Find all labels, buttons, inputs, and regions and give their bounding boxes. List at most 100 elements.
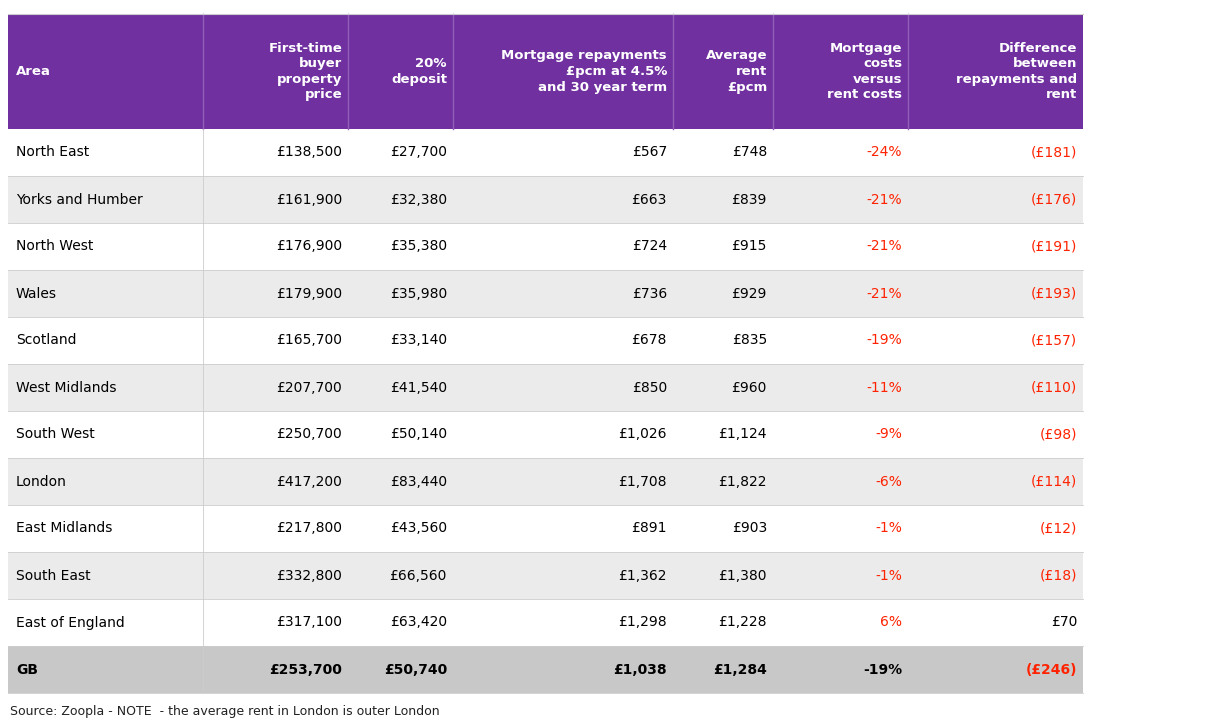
Text: £138,500: £138,500 bbox=[276, 146, 342, 160]
Text: £1,362: £1,362 bbox=[619, 568, 668, 583]
Bar bbox=[9, 599, 1083, 646]
Text: £839: £839 bbox=[732, 193, 767, 206]
Text: £1,822: £1,822 bbox=[719, 474, 767, 489]
Text: Difference
between
repayments and
rent: Difference between repayments and rent bbox=[956, 42, 1077, 101]
Text: £83,440: £83,440 bbox=[390, 474, 447, 489]
Text: (£110): (£110) bbox=[1031, 380, 1077, 394]
Text: £207,700: £207,700 bbox=[276, 380, 342, 394]
Text: £1,380: £1,380 bbox=[719, 568, 767, 583]
Bar bbox=[9, 270, 1083, 317]
Text: £161,900: £161,900 bbox=[276, 193, 342, 206]
Text: £35,980: £35,980 bbox=[390, 287, 447, 300]
Text: £1,038: £1,038 bbox=[613, 663, 668, 677]
Text: -1%: -1% bbox=[876, 521, 902, 536]
Text: £663: £663 bbox=[631, 193, 668, 206]
Text: £1,228: £1,228 bbox=[719, 615, 767, 630]
Text: £50,740: £50,740 bbox=[384, 663, 447, 677]
Text: £43,560: £43,560 bbox=[390, 521, 447, 536]
Bar bbox=[9, 505, 1083, 552]
Bar bbox=[9, 317, 1083, 364]
Bar bbox=[9, 14, 1083, 129]
Text: (£18): (£18) bbox=[1040, 568, 1077, 583]
Text: £1,298: £1,298 bbox=[619, 615, 668, 630]
Text: -21%: -21% bbox=[866, 240, 902, 253]
Bar bbox=[9, 223, 1083, 270]
Text: £835: £835 bbox=[732, 334, 767, 347]
Text: GB: GB bbox=[16, 663, 38, 677]
Text: £736: £736 bbox=[632, 287, 668, 300]
Text: South West: South West bbox=[16, 427, 95, 441]
Text: -24%: -24% bbox=[867, 146, 902, 160]
Text: £70: £70 bbox=[1051, 615, 1077, 630]
Text: Source: Zoopla - NOTE  - the average rent in London is outer London: Source: Zoopla - NOTE - the average rent… bbox=[10, 705, 440, 718]
Text: -19%: -19% bbox=[863, 663, 902, 677]
Text: £217,800: £217,800 bbox=[276, 521, 342, 536]
Bar bbox=[9, 364, 1083, 411]
Text: Yorks and Humber: Yorks and Humber bbox=[16, 193, 142, 206]
Text: £929: £929 bbox=[732, 287, 767, 300]
Text: -21%: -21% bbox=[866, 193, 902, 206]
Text: First-time
buyer
property
price: First-time buyer property price bbox=[269, 42, 342, 101]
Bar bbox=[9, 458, 1083, 505]
Text: Mortgage repayments
£pcm at 4.5%
and 30 year term: Mortgage repayments £pcm at 4.5% and 30 … bbox=[501, 50, 668, 94]
Text: North East: North East bbox=[16, 146, 89, 160]
Text: Area: Area bbox=[16, 65, 51, 78]
Text: £66,560: £66,560 bbox=[389, 568, 447, 583]
Text: £63,420: £63,420 bbox=[390, 615, 447, 630]
Bar bbox=[9, 411, 1083, 458]
Text: (£98): (£98) bbox=[1040, 427, 1077, 441]
Text: £33,140: £33,140 bbox=[390, 334, 447, 347]
Text: £915: £915 bbox=[732, 240, 767, 253]
Bar bbox=[9, 552, 1083, 599]
Text: (£176): (£176) bbox=[1031, 193, 1077, 206]
Text: (£114): (£114) bbox=[1031, 474, 1077, 489]
Text: 20%
deposit: 20% deposit bbox=[392, 57, 447, 86]
Text: £724: £724 bbox=[632, 240, 668, 253]
Text: £332,800: £332,800 bbox=[276, 568, 342, 583]
Text: Mortgage
costs
versus
rent costs: Mortgage costs versus rent costs bbox=[827, 42, 902, 101]
Text: £50,140: £50,140 bbox=[390, 427, 447, 441]
Text: Average
rent
£pcm: Average rent £pcm bbox=[705, 50, 767, 94]
Bar bbox=[9, 129, 1083, 176]
Text: £903: £903 bbox=[732, 521, 767, 536]
Text: -1%: -1% bbox=[876, 568, 902, 583]
Text: £850: £850 bbox=[632, 380, 668, 394]
Text: £1,708: £1,708 bbox=[619, 474, 668, 489]
Text: £417,200: £417,200 bbox=[276, 474, 342, 489]
Text: -19%: -19% bbox=[866, 334, 902, 347]
Bar bbox=[9, 176, 1083, 223]
Text: £32,380: £32,380 bbox=[390, 193, 447, 206]
Text: £27,700: £27,700 bbox=[390, 146, 447, 160]
Text: £41,540: £41,540 bbox=[390, 380, 447, 394]
Text: -21%: -21% bbox=[866, 287, 902, 300]
Text: East of England: East of England bbox=[16, 615, 125, 630]
Text: (£193): (£193) bbox=[1031, 287, 1077, 300]
Text: North West: North West bbox=[16, 240, 94, 253]
Text: £317,100: £317,100 bbox=[276, 615, 342, 630]
Text: Wales: Wales bbox=[16, 287, 57, 300]
Bar bbox=[9, 646, 1083, 693]
Text: East Midlands: East Midlands bbox=[16, 521, 112, 536]
Text: (£12): (£12) bbox=[1040, 521, 1077, 536]
Text: (£191): (£191) bbox=[1031, 240, 1077, 253]
Text: £179,900: £179,900 bbox=[276, 287, 342, 300]
Text: South East: South East bbox=[16, 568, 91, 583]
Text: £253,700: £253,700 bbox=[269, 663, 342, 677]
Text: West Midlands: West Midlands bbox=[16, 380, 117, 394]
Text: £165,700: £165,700 bbox=[276, 334, 342, 347]
Text: £678: £678 bbox=[631, 334, 668, 347]
Text: £35,380: £35,380 bbox=[390, 240, 447, 253]
Text: £891: £891 bbox=[631, 521, 668, 536]
Text: £176,900: £176,900 bbox=[276, 240, 342, 253]
Text: -11%: -11% bbox=[866, 380, 902, 394]
Text: -9%: -9% bbox=[876, 427, 902, 441]
Text: £748: £748 bbox=[732, 146, 767, 160]
Text: Scotland: Scotland bbox=[16, 334, 77, 347]
Text: £1,124: £1,124 bbox=[719, 427, 767, 441]
Text: £250,700: £250,700 bbox=[276, 427, 342, 441]
Text: £567: £567 bbox=[632, 146, 668, 160]
Text: (£157): (£157) bbox=[1031, 334, 1077, 347]
Text: -6%: -6% bbox=[876, 474, 902, 489]
Text: £1,284: £1,284 bbox=[713, 663, 767, 677]
Text: (£181): (£181) bbox=[1031, 146, 1077, 160]
